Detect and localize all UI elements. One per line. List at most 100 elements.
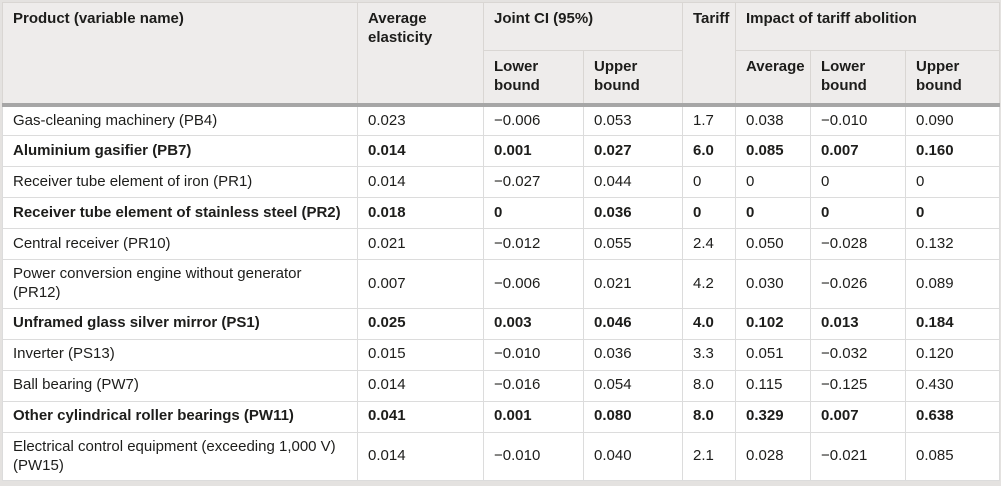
ci-lower-bound-cell: −0.006 <box>483 259 584 309</box>
impact-lower-bound-cell: −0.032 <box>810 338 906 371</box>
impact-upper-bound-cell: 0.085 <box>904 431 1001 482</box>
ci-upper-bound-cell: 0.053 <box>583 102 683 137</box>
average-elasticity-cell: 0.014 <box>357 135 484 168</box>
tariff-cell: 6.0 <box>682 135 736 168</box>
ci-upper-bound-cell: 0.046 <box>583 307 683 340</box>
ci-upper-bound-cell: 0.036 <box>583 338 683 371</box>
tariff-cell: 4.2 <box>682 259 736 309</box>
impact-average-cell: 0.329 <box>735 400 811 433</box>
tariff-cell: 4.0 <box>682 307 736 340</box>
product-cell: Receiver tube element of stainless steel… <box>2 197 358 230</box>
table-row: Central receiver (PR10) 0.021 −0.012 0.0… <box>2 228 1001 261</box>
impact-upper-bound-cell: 0 <box>904 197 1001 230</box>
ci-lower-bound-cell: −0.006 <box>483 102 584 137</box>
ci-upper-bound-cell: 0.055 <box>583 228 683 261</box>
impact-lower-bound-cell: −0.021 <box>810 431 906 482</box>
ci-lower-bound-cell: 0.003 <box>483 307 584 340</box>
ci-lower-bound-cell: 0.001 <box>483 135 584 168</box>
table-row: Other cylindrical roller bearings (PW11)… <box>2 400 1001 433</box>
ci-upper-bound-cell: 0.040 <box>583 431 683 482</box>
table-row: Ball bearing (PW7) 0.014 −0.016 0.054 8.… <box>2 369 1001 402</box>
ci-upper-bound-cell: 0.080 <box>583 400 683 433</box>
tariff-cell: 3.3 <box>682 338 736 371</box>
impact-average-cell: 0.085 <box>735 135 811 168</box>
header-row-top: Product (variable name) Average elastici… <box>2 2 1001 107</box>
impact-average-cell: 0.050 <box>735 228 811 261</box>
tariff-cell: 0 <box>682 166 736 199</box>
col-header-impact-average: Average <box>735 50 811 107</box>
impact-upper-bound-cell: 0.090 <box>904 102 1001 137</box>
ci-lower-bound-cell: −0.010 <box>483 431 584 482</box>
tariff-cell: 0 <box>682 197 736 230</box>
average-elasticity-cell: 0.023 <box>357 102 484 137</box>
impact-upper-bound-cell: 0.430 <box>904 369 1001 402</box>
average-elasticity-cell: 0.021 <box>357 228 484 261</box>
average-elasticity-cell: 0.007 <box>357 259 484 309</box>
tariff-cell: 8.0 <box>682 369 736 402</box>
impact-upper-bound-cell: 0.184 <box>904 307 1001 340</box>
impact-upper-bound-cell: 0.089 <box>904 259 1001 309</box>
product-cell: Aluminium gasifier (PB7) <box>2 135 358 168</box>
average-elasticity-cell: 0.014 <box>357 431 484 482</box>
ci-lower-bound-cell: −0.010 <box>483 338 584 371</box>
col-header-average-elasticity: Average elasticity <box>357 2 484 107</box>
ci-lower-bound-cell: −0.016 <box>483 369 584 402</box>
table-row: Unframed glass silver mirror (PS1) 0.025… <box>2 307 1001 340</box>
ci-lower-bound-cell: −0.012 <box>483 228 584 261</box>
impact-upper-bound-cell: 0.132 <box>904 228 1001 261</box>
ci-upper-bound-cell: 0.044 <box>583 166 683 199</box>
table-body: Gas-cleaning machinery (PB4) 0.023 −0.00… <box>2 102 1001 482</box>
col-header-ci-upper-bound: Upper bound <box>583 50 683 107</box>
ci-upper-bound-cell: 0.054 <box>583 369 683 402</box>
table-row: Receiver tube element of iron (PR1) 0.01… <box>2 166 1001 199</box>
table-row: Power conversion engine without generato… <box>2 259 1001 309</box>
tariff-cell: 2.1 <box>682 431 736 482</box>
impact-average-cell: 0 <box>735 197 811 230</box>
product-cell: Inverter (PS13) <box>2 338 358 371</box>
product-cell: Receiver tube element of iron (PR1) <box>2 166 358 199</box>
col-header-impact-lower-bound: Lower bound <box>810 50 906 107</box>
impact-average-cell: 0.115 <box>735 369 811 402</box>
ci-upper-bound-cell: 0.027 <box>583 135 683 168</box>
impact-lower-bound-cell: 0.007 <box>810 135 906 168</box>
average-elasticity-cell: 0.025 <box>357 307 484 340</box>
col-header-impact-upper-bound: Upper bound <box>904 50 1001 107</box>
impact-average-cell: 0.038 <box>735 102 811 137</box>
col-header-tariff: Tariff <box>682 2 736 107</box>
product-cell: Other cylindrical roller bearings (PW11) <box>2 400 358 433</box>
ci-lower-bound-cell: 0 <box>483 197 584 230</box>
col-header-ci-lower-bound: Lower bound <box>483 50 584 107</box>
impact-lower-bound-cell: −0.026 <box>810 259 906 309</box>
product-cell: Unframed glass silver mirror (PS1) <box>2 307 358 340</box>
col-header-joint-ci: Joint CI (95%) <box>483 2 683 51</box>
header-row-sub: Lower bound Upper bound Average Lower bo… <box>3 50 1001 107</box>
tariff-cell: 1.7 <box>682 102 736 137</box>
table-row: Gas-cleaning machinery (PB4) 0.023 −0.00… <box>2 102 1001 137</box>
product-cell: Electrical control equipment (exceeding … <box>2 431 358 482</box>
table-row: Electrical control equipment (exceeding … <box>2 431 1001 482</box>
average-elasticity-cell: 0.018 <box>357 197 484 230</box>
tariff-cell: 2.4 <box>682 228 736 261</box>
ci-upper-bound-cell: 0.021 <box>583 259 683 309</box>
product-cell: Ball bearing (PW7) <box>2 369 358 402</box>
average-elasticity-cell: 0.015 <box>357 338 484 371</box>
product-cell: Central receiver (PR10) <box>2 228 358 261</box>
impact-upper-bound-cell: 0.638 <box>904 400 1001 433</box>
impact-average-cell: 0.102 <box>735 307 811 340</box>
impact-lower-bound-cell: 0 <box>810 197 906 230</box>
product-cell: Gas-cleaning machinery (PB4) <box>2 102 358 137</box>
impact-upper-bound-cell: 0 <box>904 166 1001 199</box>
impact-average-cell: 0.030 <box>735 259 811 309</box>
ci-upper-bound-cell: 0.036 <box>583 197 683 230</box>
average-elasticity-cell: 0.041 <box>357 400 484 433</box>
impact-upper-bound-cell: 0.120 <box>904 338 1001 371</box>
impact-average-cell: 0.051 <box>735 338 811 371</box>
table-row: Aluminium gasifier (PB7) 0.014 0.001 0.0… <box>2 135 1001 168</box>
col-header-impact-of-tariff-abolition: Impact of tariff abolition <box>734 2 1001 51</box>
average-elasticity-cell: 0.014 <box>357 166 484 199</box>
impact-lower-bound-cell: −0.125 <box>810 369 906 402</box>
impact-lower-bound-cell: 0.007 <box>810 400 906 433</box>
impact-lower-bound-cell: 0.013 <box>810 307 906 340</box>
average-elasticity-cell: 0.014 <box>357 369 484 402</box>
